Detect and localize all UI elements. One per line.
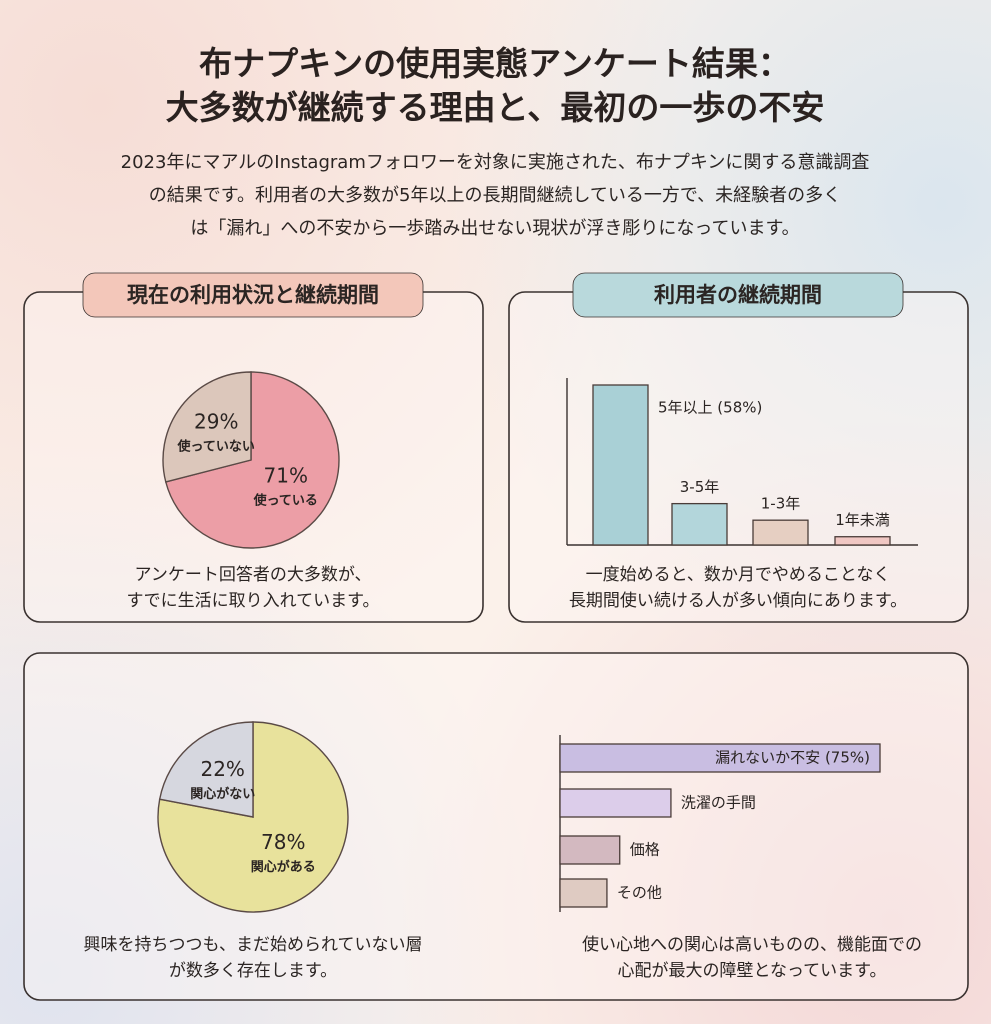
- bar-label: 5年以上 (58%): [658, 399, 762, 417]
- bar: [559, 743, 881, 773]
- section-heading: 利用者の継続期間: [654, 283, 822, 307]
- slice-percent: 78%: [261, 830, 305, 854]
- slice-label: 使っている: [253, 492, 318, 508]
- caption: 使い心地への関心は高いものの、機能面での: [582, 934, 922, 955]
- bar-label: その他: [617, 884, 662, 902]
- caption: アンケート回答者の大多数が、: [135, 565, 372, 585]
- bar: [752, 519, 809, 546]
- caption: 心配が最大の障壁となっています。: [618, 961, 887, 981]
- section-heading-bg: [82, 272, 424, 318]
- bar: [559, 835, 621, 865]
- bar: [559, 788, 672, 818]
- slice-percent: 71%: [264, 463, 308, 487]
- bar: [592, 384, 649, 546]
- bar-label: 3-5年: [680, 478, 720, 496]
- bar-label: 漏れないか不安 (75%): [715, 749, 870, 767]
- description: は「漏れ」への不安から一歩踏み出せない現状が浮き彫りになっています。: [190, 218, 799, 239]
- slice-label: 関心がある: [251, 859, 316, 875]
- description: の結果です。利用者の大多数が5年以上の長期間継続している一方で、未経験者の多く: [149, 185, 841, 206]
- slice-percent: 29%: [194, 410, 238, 434]
- caption: 一度始めると、数か月でやめることなく: [586, 565, 891, 585]
- pie-slice: [157, 721, 349, 913]
- slice-percent: 22%: [200, 757, 244, 781]
- caption: が数多く存在します。: [169, 961, 337, 981]
- title: 大多数が継続する理由と、最初の一歩の不安: [166, 88, 825, 127]
- description: 2023年にマアルのInstagramフォロワーを対象に実施された、布ナプキンに…: [121, 152, 870, 173]
- bar-label: 1-3年: [761, 495, 801, 513]
- bar: [834, 536, 891, 546]
- pie-slice: [158, 721, 254, 818]
- bar: [671, 502, 728, 546]
- caption: 長期間使い続ける人が多い傾向にあります。: [569, 590, 907, 611]
- bar-label: 価格: [630, 841, 660, 859]
- slice-label: 使っていない: [177, 439, 255, 455]
- bar-label: 1年未満: [835, 511, 890, 529]
- caption: すでに生活に取り入れています。: [127, 591, 380, 611]
- section-heading: 現在の利用状況と継続期間: [127, 283, 379, 307]
- slice-label: 関心がない: [190, 786, 255, 802]
- bar: [559, 878, 608, 908]
- section-heading-bg: [572, 272, 904, 318]
- caption: 興味を持ちつつも、まだ始められていない層: [84, 935, 423, 955]
- bar-label: 洗濯の手間: [681, 794, 756, 812]
- pie-slice: [164, 371, 340, 549]
- title: 布ナプキンの使用実態アンケート結果：: [199, 44, 791, 83]
- pie-slice: [162, 371, 252, 483]
